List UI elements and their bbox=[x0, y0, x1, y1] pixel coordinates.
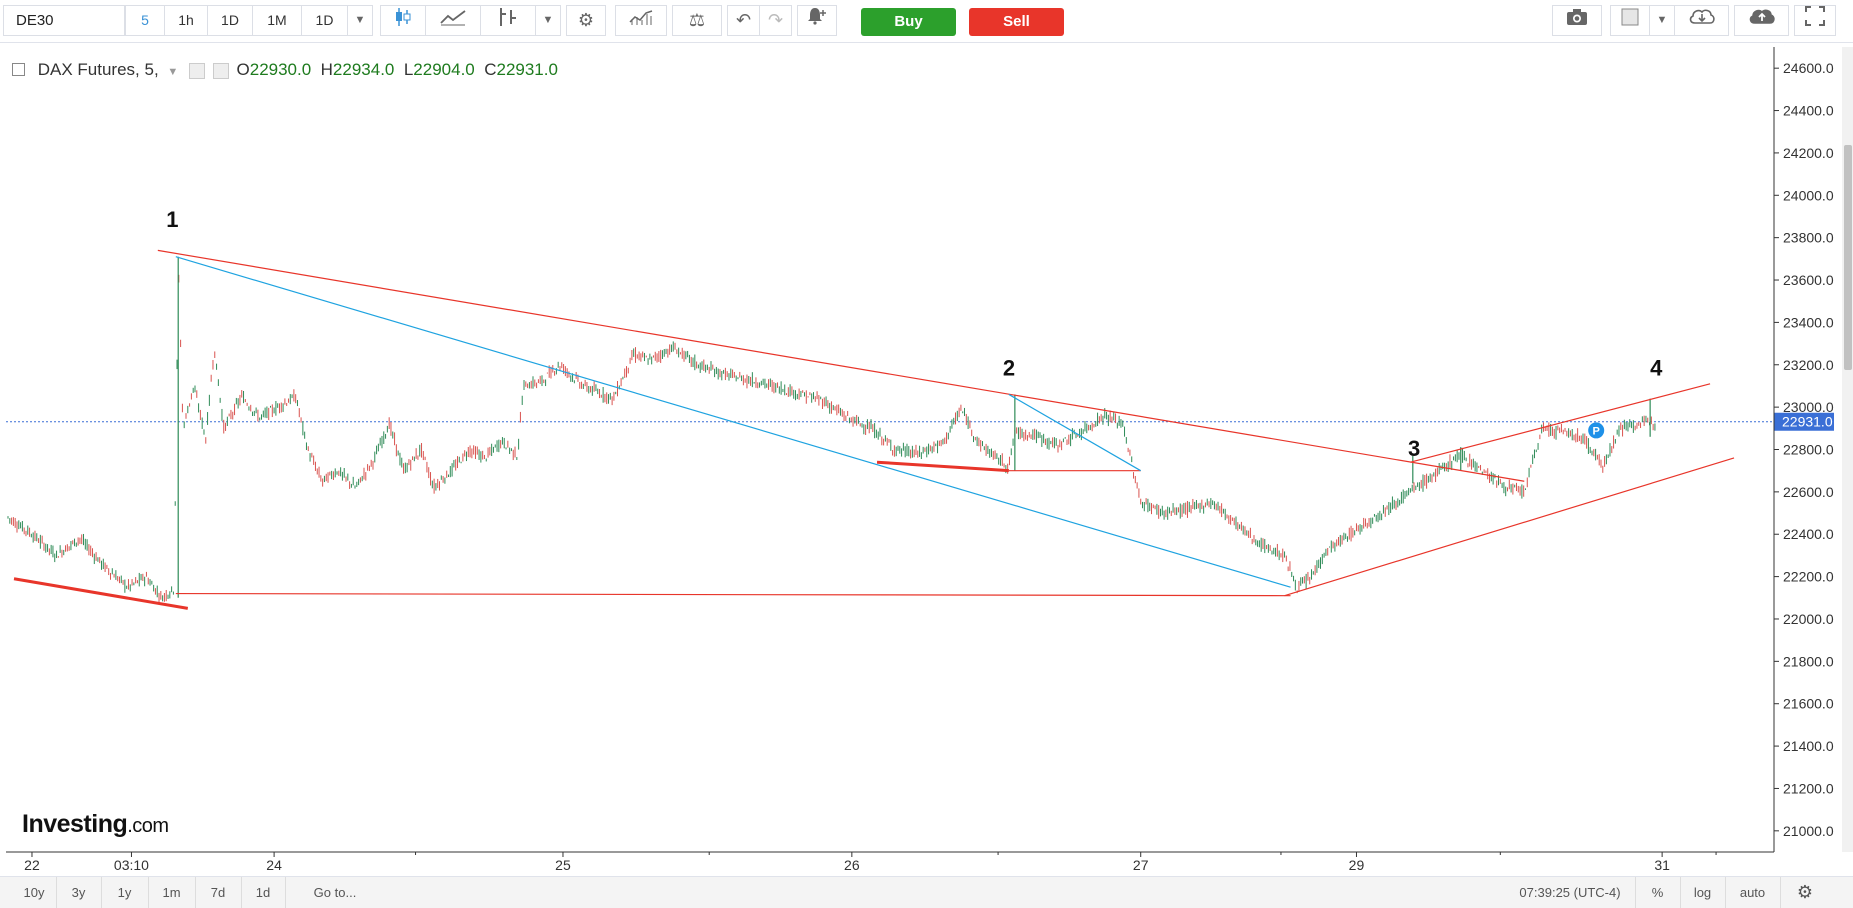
wave-label-3: 3 bbox=[1408, 436, 1420, 461]
x-tick-label: 27 bbox=[1133, 857, 1149, 873]
position-marker-label: P bbox=[1593, 425, 1600, 437]
current-price-badge bbox=[1774, 412, 1834, 431]
settings-gear-icon[interactable]: ⚙ bbox=[566, 5, 606, 36]
sell-button[interactable]: Sell bbox=[969, 8, 1064, 36]
color-square-icon[interactable] bbox=[1610, 5, 1650, 36]
timeframe-dropdown-chevron-icon[interactable]: ▼ bbox=[347, 5, 373, 36]
price-scrollbar[interactable] bbox=[1842, 47, 1853, 852]
x-tick-label: 31 bbox=[1654, 857, 1670, 873]
price-scrollbar-thumb[interactable] bbox=[1844, 145, 1852, 370]
open-label: O bbox=[236, 60, 250, 79]
top-toolbar: DE30 5 1h 1D 1M 1D ▼ ▼ ⚙ ⚖ ↶ ↷ Buy Sell … bbox=[0, 0, 1853, 43]
trendline-wedge-lower bbox=[1284, 457, 1735, 597]
cloud-upload-icon[interactable] bbox=[1734, 5, 1789, 36]
y-tick-label: 21600.0 bbox=[1783, 696, 1834, 712]
range-1y[interactable]: 1y bbox=[101, 877, 149, 908]
y-tick-label: 22400.0 bbox=[1783, 526, 1834, 542]
trendline-left-support bbox=[13, 577, 189, 610]
current-price-label: 22931.0 bbox=[1782, 414, 1833, 430]
y-tick-label: 24000.0 bbox=[1783, 187, 1834, 203]
low-value: 22904.0 bbox=[413, 60, 475, 79]
undo-icon[interactable]: ↶ bbox=[727, 5, 760, 36]
investing-logo: Investing.com bbox=[22, 810, 169, 838]
position-marker-icon bbox=[1588, 422, 1605, 439]
drawing-dropdown-chevron-icon[interactable]: ▼ bbox=[535, 5, 561, 36]
timeframe-1m[interactable]: 1M bbox=[252, 5, 302, 36]
y-tick-label: 23400.0 bbox=[1783, 314, 1834, 330]
percent-toggle[interactable]: % bbox=[1635, 877, 1681, 908]
close-value: 22931.0 bbox=[496, 60, 558, 79]
drawing-tools-icon[interactable] bbox=[480, 5, 536, 36]
x-tick-label: 24 bbox=[266, 857, 282, 873]
visibility-toggle-icon[interactable] bbox=[189, 62, 206, 79]
auto-toggle[interactable]: auto bbox=[1725, 877, 1781, 908]
y-tick-label: 24600.0 bbox=[1783, 60, 1834, 76]
y-tick-label: 21000.0 bbox=[1783, 823, 1834, 839]
y-tick-label: 22800.0 bbox=[1783, 442, 1834, 458]
legend-chevron-down-icon[interactable]: ▼ bbox=[167, 66, 179, 78]
y-tick-label: 22600.0 bbox=[1783, 484, 1834, 500]
range-10y[interactable]: 10y bbox=[12, 877, 57, 908]
range-1d[interactable]: 1d bbox=[241, 877, 286, 908]
high-label: H bbox=[320, 60, 333, 79]
instrument-title: DAX Futures, 5, bbox=[37, 60, 159, 79]
clock-time: 07:39:25 (UTC-4) bbox=[1505, 877, 1636, 908]
close-label: C bbox=[484, 60, 497, 79]
trendline-mid-support bbox=[876, 460, 1009, 473]
timeframe-1d[interactable]: 1D bbox=[207, 5, 253, 36]
range-1m[interactable]: 1m bbox=[148, 877, 196, 908]
x-tick-label: 26 bbox=[844, 857, 860, 873]
color-dropdown-chevron-icon[interactable]: ▼ bbox=[1649, 5, 1675, 36]
candlestick-chart-icon[interactable] bbox=[380, 5, 426, 36]
wave-label-1: 1 bbox=[166, 207, 178, 232]
indicators-icon[interactable] bbox=[425, 5, 481, 36]
buy-button[interactable]: Buy bbox=[861, 8, 956, 36]
trendline-wedge-upper bbox=[1410, 383, 1711, 463]
fullscreen-icon[interactable] bbox=[1794, 5, 1836, 36]
trendline-blue-decline bbox=[175, 256, 1291, 588]
trendline-base-line bbox=[175, 592, 1291, 597]
log-toggle[interactable]: log bbox=[1680, 877, 1726, 908]
timeframe-custom[interactable]: 1D bbox=[301, 5, 348, 36]
camera-snapshot-icon[interactable] bbox=[1552, 5, 1602, 36]
trendline-upper-resistance bbox=[157, 249, 1525, 482]
range-7d[interactable]: 7d bbox=[195, 877, 242, 908]
high-value: 22934.0 bbox=[332, 60, 395, 79]
wave-label-4: 4 bbox=[1650, 355, 1663, 380]
bottom-bar: 10y 3y 1y 1m 7d 1d Go to... 07:39:25 (UT… bbox=[0, 876, 1853, 908]
open-value: 22930.0 bbox=[249, 60, 312, 79]
chart-settings-gear-icon[interactable]: ⚙ bbox=[1796, 882, 1814, 902]
y-tick-label: 22200.0 bbox=[1783, 569, 1834, 585]
y-tick-label: 21200.0 bbox=[1783, 780, 1834, 796]
collapse-legend-icon[interactable] bbox=[12, 63, 25, 76]
y-tick-label: 24200.0 bbox=[1783, 145, 1834, 161]
y-tick-label: 23800.0 bbox=[1783, 230, 1834, 246]
wave-label-2: 2 bbox=[1003, 355, 1015, 380]
legend-settings-icon[interactable] bbox=[212, 62, 229, 79]
chart-type-bars-icon[interactable] bbox=[615, 5, 667, 36]
y-tick-label: 23200.0 bbox=[1783, 357, 1834, 373]
low-label: L bbox=[403, 60, 414, 79]
goto-date-button[interactable]: Go to... bbox=[313, 885, 357, 900]
compare-scale-icon[interactable]: ⚖ bbox=[672, 5, 722, 36]
x-tick-label: 03:10 bbox=[114, 857, 149, 873]
y-tick-label: 23000.0 bbox=[1783, 399, 1834, 415]
y-tick-label: 21800.0 bbox=[1783, 653, 1834, 669]
cloud-download-icon[interactable] bbox=[1674, 5, 1729, 36]
redo-icon[interactable]: ↷ bbox=[759, 5, 792, 36]
y-tick-label: 21400.0 bbox=[1783, 738, 1834, 754]
symbol-input[interactable]: DE30 bbox=[3, 5, 125, 36]
trendline-blue-short bbox=[1008, 393, 1142, 472]
y-tick-label: 22000.0 bbox=[1783, 611, 1834, 627]
x-tick-label: 25 bbox=[555, 857, 571, 873]
x-tick-label: 29 bbox=[1349, 857, 1365, 873]
x-tick-label: 22 bbox=[24, 857, 40, 873]
y-tick-label: 23600.0 bbox=[1783, 272, 1834, 288]
alert-bell-icon[interactable] bbox=[797, 5, 837, 36]
range-3y[interactable]: 3y bbox=[56, 877, 102, 908]
y-tick-label: 24400.0 bbox=[1783, 103, 1834, 119]
chart-legend: DAX Futures, 5, ▼ O22930.0 H22934.0 L229… bbox=[12, 60, 558, 80]
